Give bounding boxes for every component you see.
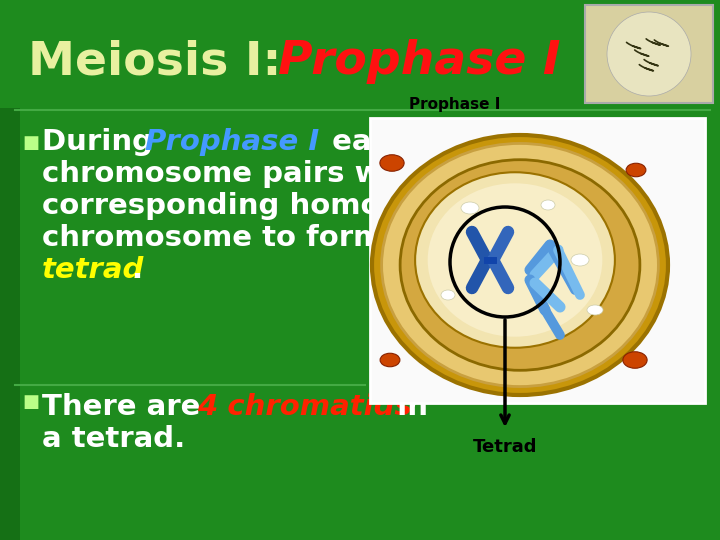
Ellipse shape (587, 305, 603, 315)
Ellipse shape (571, 254, 589, 266)
Text: Prophase I: Prophase I (409, 97, 500, 112)
Ellipse shape (380, 155, 404, 171)
Text: a tetrad.: a tetrad. (42, 425, 185, 453)
Text: .: . (132, 256, 143, 284)
Text: 4 chromatids: 4 chromatids (197, 393, 412, 421)
Ellipse shape (623, 352, 647, 368)
Text: ■: ■ (22, 134, 39, 152)
Text: There are: There are (42, 393, 210, 421)
Text: Prophase I: Prophase I (278, 39, 560, 84)
Ellipse shape (382, 144, 658, 387)
Ellipse shape (372, 135, 668, 395)
FancyBboxPatch shape (370, 118, 705, 403)
Ellipse shape (541, 200, 555, 210)
Text: Prophase I: Prophase I (145, 128, 319, 156)
Ellipse shape (380, 353, 400, 367)
Text: each: each (322, 128, 410, 156)
Circle shape (607, 12, 691, 96)
Text: chromosome pairs with its: chromosome pairs with its (42, 160, 478, 188)
Text: Tetrad: Tetrad (473, 438, 537, 456)
FancyBboxPatch shape (0, 108, 20, 540)
Text: chromosome to form a: chromosome to form a (42, 224, 413, 252)
Text: tetrad: tetrad (42, 256, 145, 284)
Ellipse shape (400, 160, 640, 370)
Text: in: in (387, 393, 428, 421)
Text: During: During (42, 128, 163, 156)
Text: ■: ■ (22, 393, 39, 411)
Ellipse shape (461, 202, 479, 214)
Ellipse shape (415, 172, 615, 348)
Ellipse shape (626, 163, 646, 177)
FancyBboxPatch shape (585, 5, 713, 103)
Ellipse shape (441, 290, 455, 300)
Text: corresponding homologous: corresponding homologous (42, 192, 490, 220)
Text: Meiosis I:: Meiosis I: (28, 39, 298, 84)
Ellipse shape (428, 183, 603, 337)
